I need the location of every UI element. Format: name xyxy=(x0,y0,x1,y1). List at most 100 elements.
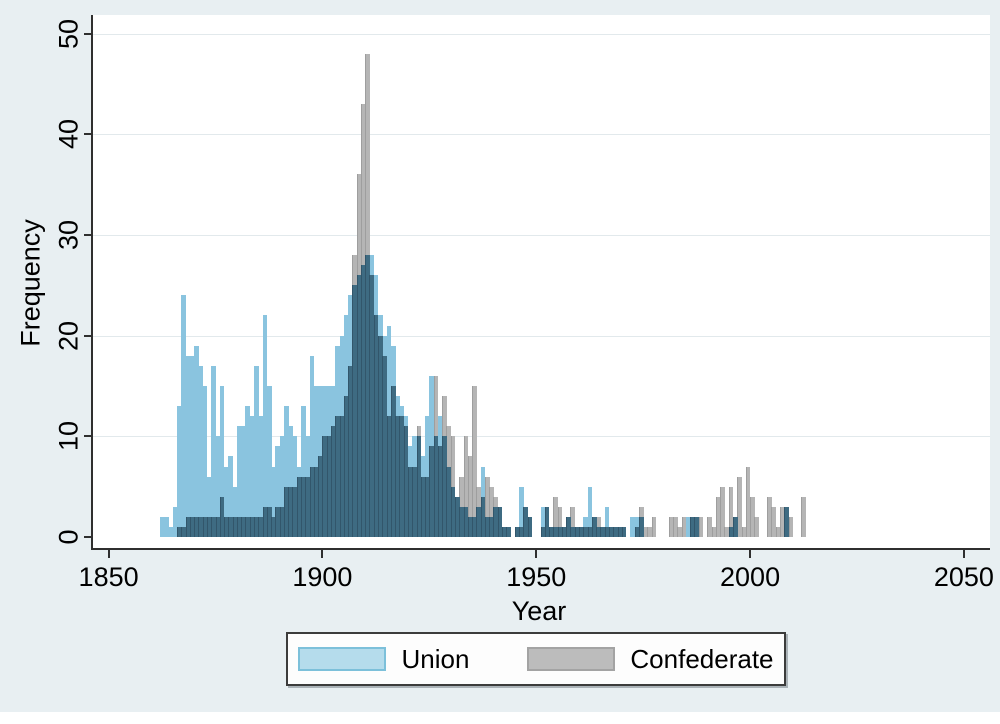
bar-union-1878 xyxy=(228,456,233,537)
y-tick-label-30: 30 xyxy=(53,219,84,250)
bar-overlap-1897 xyxy=(309,466,315,537)
bar-overlap-1955 xyxy=(557,526,563,537)
bar-overlap-1947 xyxy=(523,506,529,537)
bar-overlap-1967 xyxy=(608,526,614,537)
bar-confederate-1938 xyxy=(484,476,490,537)
bar-union-1876 xyxy=(219,385,225,537)
legend-item-confederate: Confederate xyxy=(527,644,774,675)
x-tick-label-2000: 2000 xyxy=(720,562,781,592)
gridline-y-30 xyxy=(93,234,990,236)
bar-overlap-1880 xyxy=(236,516,242,537)
bar-union-1866 xyxy=(177,406,182,537)
bar-overlap-1966 xyxy=(604,526,610,537)
bar-overlap-1906 xyxy=(348,365,353,537)
bar-confederate-1977 xyxy=(651,516,657,537)
bar-overlap-1968 xyxy=(613,526,618,537)
bar-union-1882 xyxy=(245,406,251,537)
bar-overlap-1918 xyxy=(399,416,405,537)
bar-overlap-1926 xyxy=(433,436,439,537)
bar-overlap-1888 xyxy=(271,516,276,537)
bar-union-1868 xyxy=(185,355,191,537)
x-tick-2000 xyxy=(749,550,752,558)
bar-overlap-1987 xyxy=(694,516,700,537)
bar-overlap-1969 xyxy=(617,526,623,537)
y-tick-label-50: 50 xyxy=(53,18,84,49)
bar-overlap-1866 xyxy=(177,526,182,537)
bar-overlap-1937 xyxy=(480,496,486,537)
bar-overlap-1940 xyxy=(493,506,499,537)
union-swatch-icon xyxy=(298,647,387,671)
bar-union-1966 xyxy=(604,506,610,537)
y-tick-label-10: 10 xyxy=(53,421,84,452)
bar-overlap-1959 xyxy=(574,526,580,537)
bar-overlap-1867 xyxy=(181,526,186,537)
bar-confederate-1933 xyxy=(463,436,469,537)
bar-overlap-1875 xyxy=(215,516,221,537)
bar-union-1892 xyxy=(288,426,293,537)
x-tick-1950 xyxy=(535,550,538,558)
bar-overlap-1957 xyxy=(566,516,571,537)
y-axis-line xyxy=(91,15,93,550)
bar-union-1879 xyxy=(232,486,238,537)
gridline-y-50 xyxy=(93,33,990,35)
bar-overlap-1870 xyxy=(194,516,199,537)
gridline-y-20 xyxy=(93,335,990,337)
bar-overlap-1910 xyxy=(365,255,370,537)
x-tick-label-1900: 1900 xyxy=(292,562,353,592)
bar-confederate-1997 xyxy=(737,476,742,537)
bar-overlap-1909 xyxy=(360,265,366,537)
bar-overlap-1963 xyxy=(591,516,597,537)
bar-confederate-2005 xyxy=(771,506,777,537)
y-tick-10 xyxy=(84,435,91,438)
bar-overlap-1973 xyxy=(634,526,640,537)
bar-overlap-2008 xyxy=(784,506,789,537)
bar-union-1897 xyxy=(309,355,315,537)
bar-overlap-1879 xyxy=(232,516,238,537)
bar-union-1877 xyxy=(224,466,229,537)
bar-overlap-1928 xyxy=(442,436,447,537)
bar-union-1886 xyxy=(262,315,268,537)
bar-overlap-1903 xyxy=(335,416,340,537)
bottom-strip xyxy=(0,712,1000,724)
bar-overlap-1900 xyxy=(322,436,328,537)
bar-confederate-1984 xyxy=(681,516,687,537)
bar-overlap-1911 xyxy=(369,275,375,537)
bar-union-1874 xyxy=(211,365,216,537)
bar-overlap-1923 xyxy=(420,476,426,537)
bar-overlap-1912 xyxy=(373,315,379,537)
legend: Union Confederate xyxy=(286,632,786,686)
bar-overlap-1931 xyxy=(454,496,460,537)
bar-overlap-1996 xyxy=(732,516,738,537)
bar-overlap-1995 xyxy=(728,526,734,537)
bar-union-1865 xyxy=(172,506,178,537)
bar-union-1887 xyxy=(266,385,272,537)
bar-union-1898 xyxy=(313,385,319,537)
bar-overlap-1952 xyxy=(544,506,550,537)
bar-overlap-1945 xyxy=(514,526,520,537)
x-tick-2050 xyxy=(962,550,965,558)
y-tick-20 xyxy=(84,334,91,337)
bar-overlap-1886 xyxy=(262,506,268,537)
bar-union-1883 xyxy=(249,416,255,537)
bar-union-1872 xyxy=(202,385,208,537)
bar-overlap-1922 xyxy=(416,436,422,537)
bar-overlap-1904 xyxy=(339,416,345,537)
bar-overlap-1941 xyxy=(497,506,503,537)
bar-overlap-1974 xyxy=(638,516,644,537)
bar-overlap-1930 xyxy=(450,486,456,537)
bar-overlap-1962 xyxy=(587,526,593,537)
bar-overlap-1961 xyxy=(583,526,588,537)
bar-overlap-1878 xyxy=(228,516,233,537)
bar-overlap-1964 xyxy=(596,526,601,537)
bar-overlap-1905 xyxy=(343,396,349,537)
bar-union-1895 xyxy=(301,406,306,537)
gridline-y-40 xyxy=(93,134,990,136)
bar-overlap-1925 xyxy=(429,446,434,537)
bar-union-1864 xyxy=(168,526,174,537)
bar-confederate-1958 xyxy=(570,506,576,537)
bar-confederate-1988 xyxy=(698,516,704,537)
bar-union-1985 xyxy=(685,516,691,537)
y-tick-label-20: 20 xyxy=(53,320,84,351)
bar-confederate-2000 xyxy=(750,496,755,537)
bar-overlap-1920 xyxy=(407,466,413,537)
